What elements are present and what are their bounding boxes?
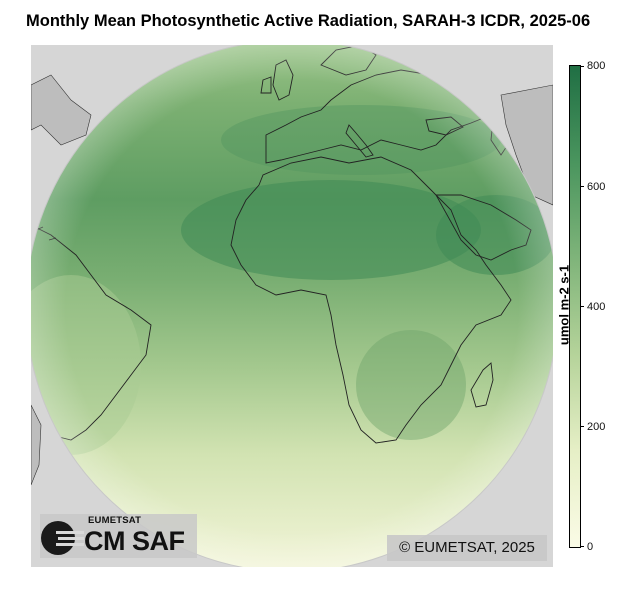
map-panel	[31, 45, 553, 567]
colorbar-tick-800	[580, 66, 584, 67]
colorbar-tick-label-200: 200	[587, 421, 606, 433]
colorbar-tick-400	[580, 306, 584, 307]
logo-product-text: CM SAF	[84, 526, 185, 556]
colorbar-tick-label-800: 800	[587, 60, 606, 72]
outside-land-sw	[31, 404, 42, 486]
colorbar-tick-200	[580, 426, 584, 427]
colorbar-unit-label: umol m-2 s-1	[556, 264, 572, 346]
outside-land-nw	[31, 74, 92, 146]
disk-map	[31, 45, 553, 567]
map-title: Monthly Mean Photosynthetic Active Radia…	[26, 12, 591, 30]
eumetsat-globe-icon	[41, 521, 84, 555]
limb-brightening	[31, 45, 553, 567]
colorbar-tick-600	[580, 186, 584, 187]
colorbar-tick-label-0: 0	[587, 541, 594, 553]
colorbar-tick-0	[580, 546, 584, 547]
cmsaf-logo: EUMETSAT CM SAF	[40, 514, 197, 558]
logo-org-text: EUMETSAT	[88, 515, 142, 526]
copyright-notice: © EUMETSAT, 2025	[387, 535, 547, 561]
colorbar-tick-label-600: 600	[587, 181, 606, 193]
colorbar-tick-label-400: 400	[587, 301, 606, 313]
